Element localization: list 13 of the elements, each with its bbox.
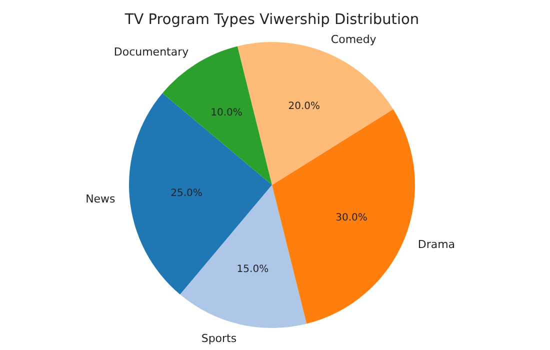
data-label: 20.0% [288, 100, 320, 112]
data-label: 25.0% [170, 188, 202, 199]
data-label: 10.0% [210, 108, 242, 119]
slice-label: Documentary [114, 45, 190, 58]
slice-label: Comedy [330, 33, 377, 46]
slice-label: Drama [418, 238, 456, 251]
slice-label: News [86, 192, 116, 206]
chart-title: TV Program Types Viwership Distribution [124, 12, 420, 28]
slice-label: Sports [201, 332, 237, 346]
pie-slice [272, 109, 415, 324]
data-label: 15.0% [236, 264, 269, 276]
pie-slice [129, 93, 272, 295]
data-label: 30.0% [336, 212, 368, 224]
